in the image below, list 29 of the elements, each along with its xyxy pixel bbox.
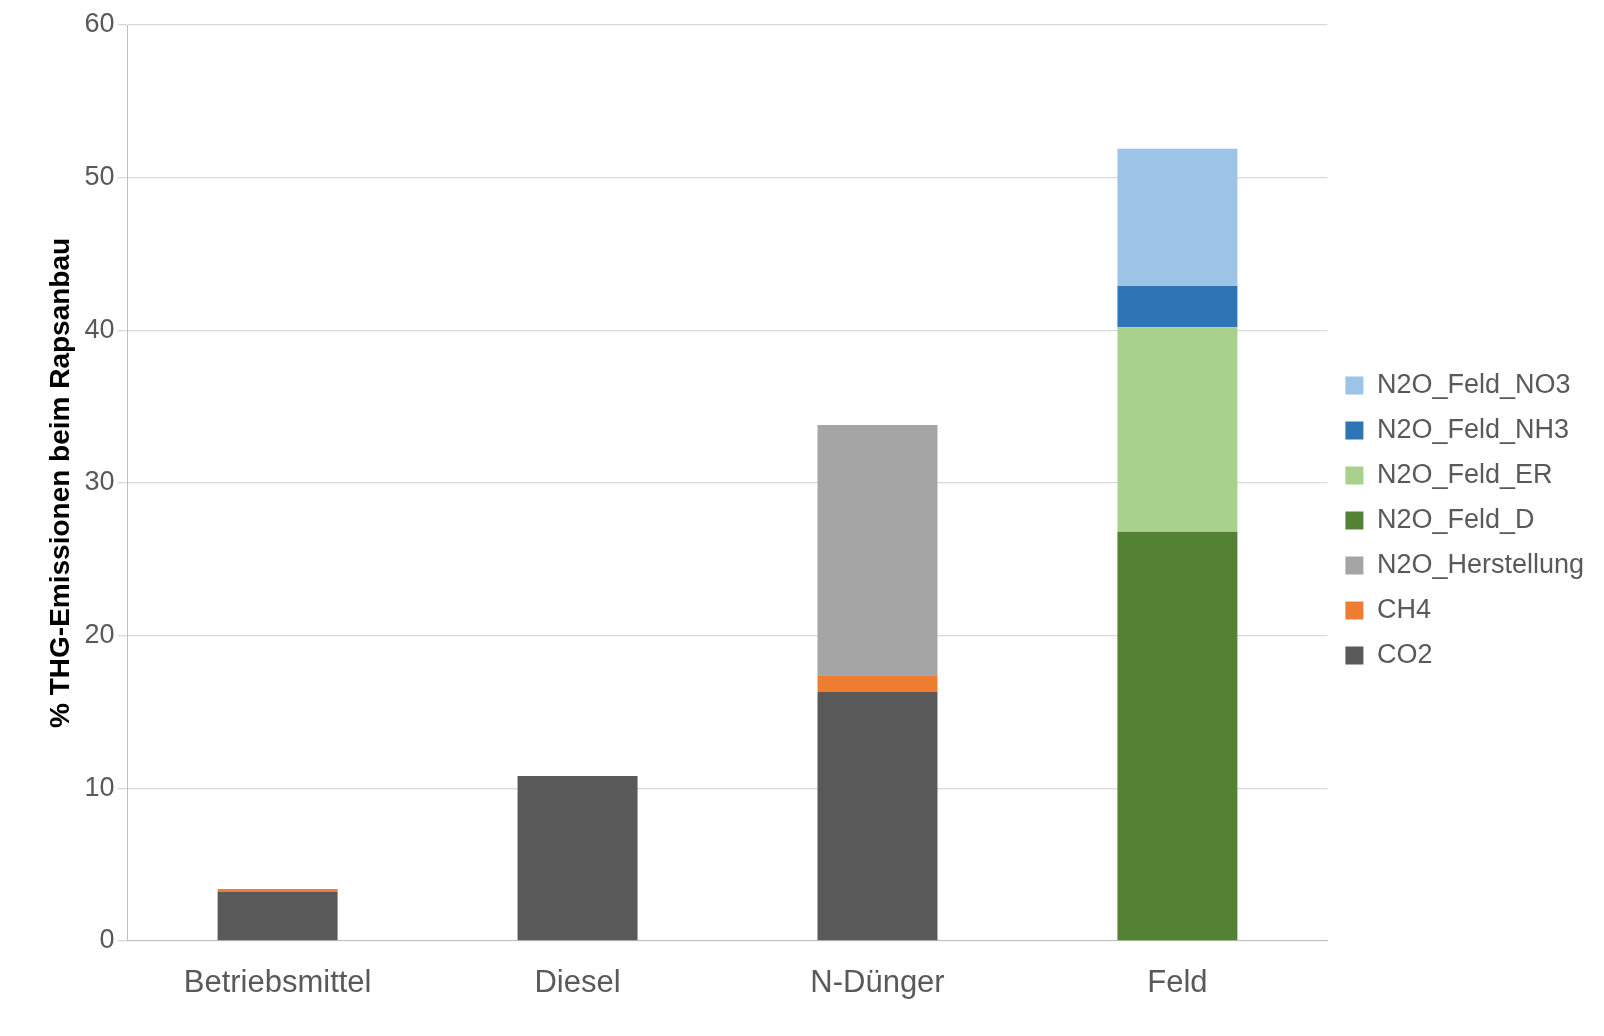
bar [217, 888, 338, 892]
bar [817, 424, 938, 676]
y-tick-label: 0 [99, 924, 115, 955]
y-tick-label: 10 [84, 771, 115, 802]
bar [217, 891, 338, 941]
x-tick-label: Betriebsmittel [183, 963, 372, 999]
legend-label: N2O_Herstellung [1376, 548, 1585, 579]
y-tick-label: 50 [84, 161, 115, 192]
bar [1117, 327, 1238, 532]
bar [817, 675, 938, 693]
x-tick-label: Feld [1147, 963, 1208, 999]
legend-label: N2O_Feld_D [1376, 503, 1535, 534]
bar [1117, 286, 1238, 328]
bar [817, 692, 938, 941]
bar [1117, 148, 1238, 286]
bar [1117, 531, 1238, 941]
legend-label: N2O_Feld_NH3 [1376, 413, 1569, 444]
y-tick-label: 60 [84, 8, 115, 39]
x-tick-label: Diesel [534, 963, 621, 999]
y-tick-label: 30 [84, 466, 115, 497]
y-tick-label: 40 [84, 313, 115, 344]
legend-label: N2O_Feld_NO3 [1376, 368, 1571, 399]
y-tick-label: 20 [84, 618, 115, 649]
bar [517, 775, 638, 941]
y-axis-title: % THG-Emissionen beim Rapsanbau [43, 237, 75, 728]
legend-label: N2O_Feld_ER [1376, 458, 1553, 489]
x-tick-label: N-Dünger [810, 963, 945, 999]
legend-label: CH4 [1376, 593, 1431, 624]
legend-label: CO2 [1376, 638, 1433, 669]
